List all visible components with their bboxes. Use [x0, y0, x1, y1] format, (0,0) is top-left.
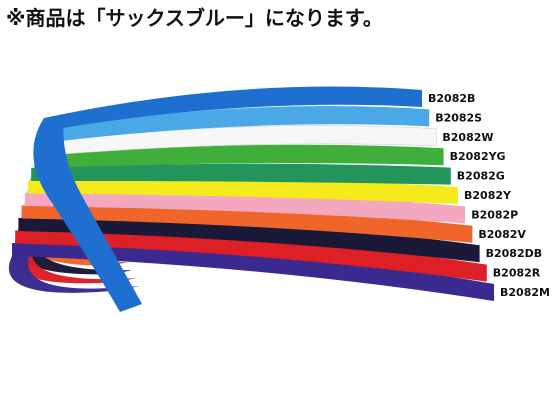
headband-tail-b2082m [8, 254, 140, 293]
headband-tail-b2082r [11, 241, 137, 284]
headband-bundle-illustration: B2082M B2082R B2082DB B2082V B2082P B2082Y B20… [8, 86, 550, 312]
band-code-label: B2082V [478, 228, 526, 241]
headband-tail-b2082db [14, 229, 133, 275]
band-code-label: B2082R [493, 267, 541, 280]
product-image: B2082M B2082R B2082DB B2082V B2082P B2082Y B20… [0, 60, 560, 420]
headband-b2082yg [34, 144, 444, 169]
headband-b2082y [28, 178, 458, 204]
band-code-label: B2082W [442, 131, 493, 144]
product-notice: ※商品は「サックスブルー」になります。 [6, 6, 383, 30]
headband-front-strip [33, 118, 143, 312]
headband-b2082s [40, 106, 430, 144]
code-labels: B2082M B2082R B2082DB B2082V B2082P B2082Y B20… [428, 92, 550, 299]
headband-b2082db [18, 217, 480, 263]
headband-b2082r [15, 230, 487, 282]
band-code-label: B2082P [471, 208, 518, 221]
band-code-label: B2082DB [486, 247, 543, 260]
band-code-label: B2082M [500, 286, 550, 299]
bands-layer [8, 86, 494, 312]
headband-b2082v [21, 205, 473, 243]
headband-b2082m [12, 243, 494, 301]
headband-b2082b [44, 86, 422, 131]
band-code-label: B2082S [435, 111, 482, 124]
headband-b2082g [31, 163, 451, 185]
band-code-label: B2082B [428, 92, 475, 105]
band-code-label: B2082G [457, 170, 505, 183]
band-code-label: B2082Y [464, 189, 512, 202]
band-code-label: B2082YG [450, 150, 506, 163]
